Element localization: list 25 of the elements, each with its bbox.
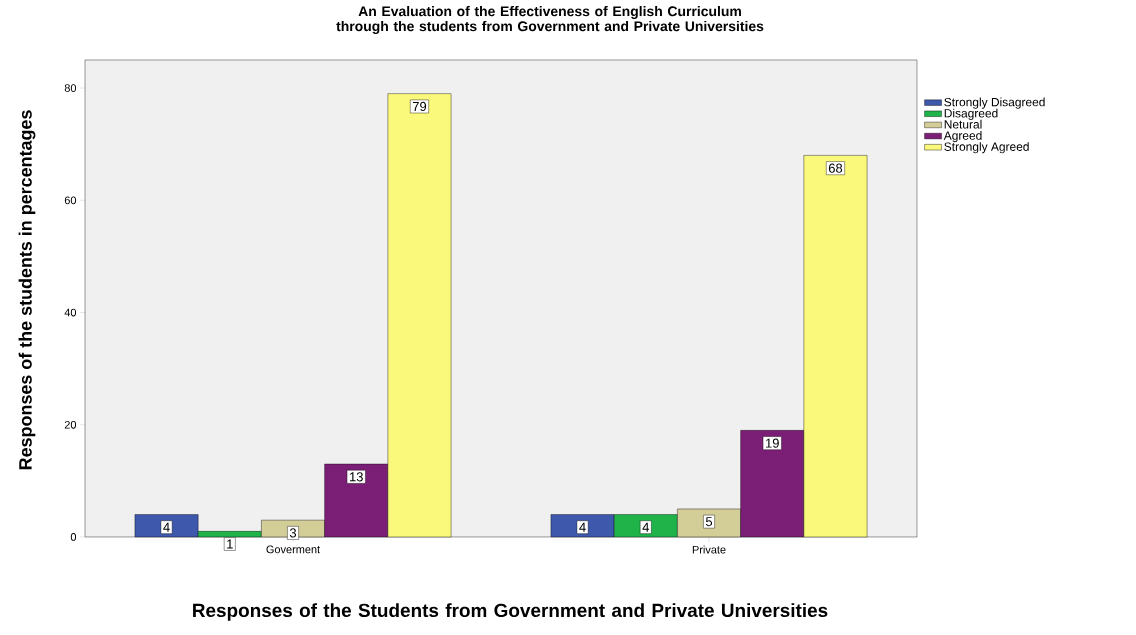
data-label: 68 [828, 163, 843, 173]
data-label: 4 [579, 522, 586, 532]
x-tick-label: Goverment [266, 545, 321, 554]
y-tick-label: 80 [64, 84, 77, 92]
data-label: 3 [289, 528, 297, 538]
legend-label: Strongly Disagreed [944, 97, 1045, 109]
data-label: 5 [705, 517, 713, 527]
x-tick-label: Private [692, 545, 726, 554]
data-label: 79 [412, 101, 427, 112]
legend-label: Netural [944, 119, 982, 129]
y-axis-title: Responses of the students in percentages [18, 110, 36, 470]
data-label: 4 [642, 522, 650, 532]
legend-label: Agreed [943, 131, 982, 143]
legend-label: Disagreed [944, 108, 998, 120]
y-tick-label: 0 [70, 533, 77, 541]
data-label: 19 [766, 438, 779, 448]
data-label: 13 [350, 472, 363, 482]
data-label: 4 [163, 522, 170, 532]
chart-title: An Evaluation of the Effectiveness of English Curriculum through the students from Government and Private Universities [336, 5, 764, 34]
x-axis-title: Responses of the Students from Government and Private Universities [193, 603, 828, 621]
data-label: 1 [227, 539, 233, 549]
legend-label: Strongly Agreed [944, 142, 1029, 154]
y-tick-label: 60 [64, 196, 77, 205]
y-tick-label: 20 [64, 420, 77, 429]
y-tick-label: 40 [64, 308, 77, 317]
